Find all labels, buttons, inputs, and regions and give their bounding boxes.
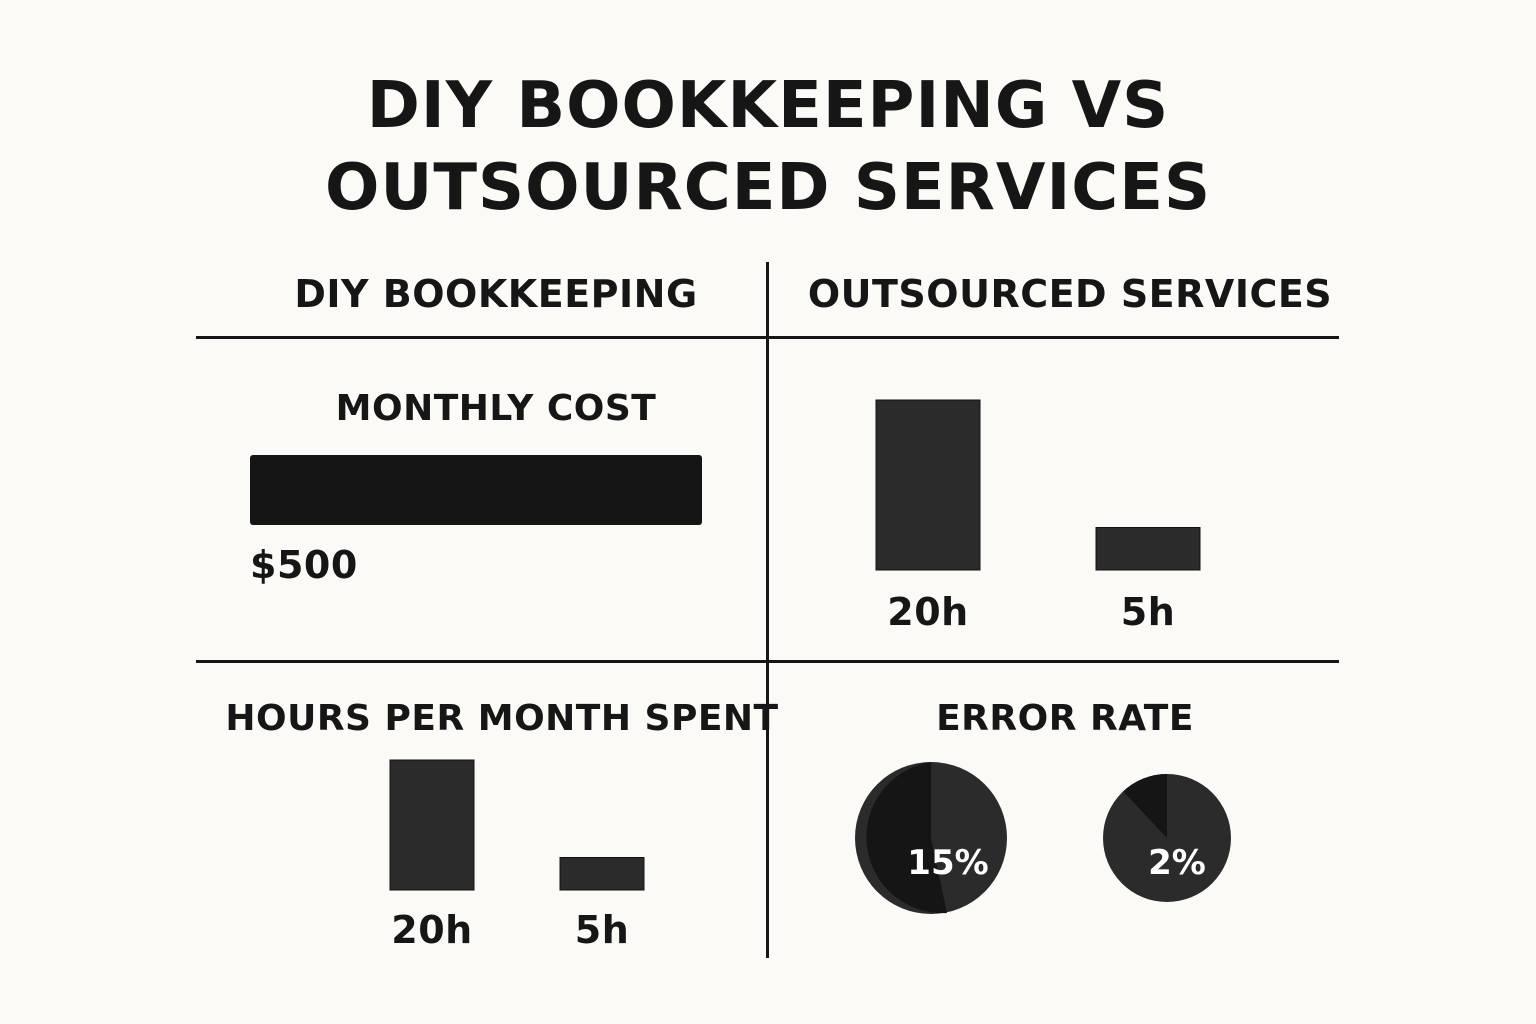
- pie-1-slice: [866, 762, 947, 914]
- hours-per-month-heading: HOURS PER MONTH SPENT: [225, 698, 779, 739]
- monthly-cost-value: $500: [250, 543, 358, 587]
- error-rate-chart: 15% 2%: [855, 762, 1231, 914]
- monthly-cost-bar: [250, 455, 702, 525]
- diy-bar-label-5h: 5h: [574, 908, 630, 952]
- row-divider: [196, 660, 1339, 663]
- bar-5h: [1095, 527, 1201, 571]
- monthly-cost-chart: [250, 455, 702, 525]
- header-divider: [196, 336, 1339, 339]
- pie-2-slice: [1123, 774, 1167, 838]
- bar-20h: [389, 759, 475, 891]
- page-title-line-2: OUTSOURCED SERVICES: [324, 151, 1212, 225]
- page-title-line-1: DIY BOOKKEEPING VS: [366, 69, 1170, 143]
- pie-1-label: 15%: [907, 843, 988, 883]
- vertical-divider: [766, 262, 769, 958]
- column-header-diy: DIY BOOKKEEPING: [294, 272, 698, 316]
- bar-20h: [875, 399, 981, 571]
- outsourced-bar-label-20h: 20h: [887, 590, 969, 634]
- hours-per-month-chart: [389, 759, 645, 891]
- column-header-outsourced: OUTSOURCED SERVICES: [807, 272, 1333, 316]
- diy-bar-label-20h: 20h: [391, 908, 473, 952]
- pie-2-label: 2%: [1148, 843, 1206, 883]
- outsourced-hours-chart: [875, 399, 1201, 571]
- bar-5h: [559, 857, 645, 891]
- error-rate-heading: ERROR RATE: [936, 698, 1194, 739]
- monthly-cost-heading: MONTHLY COST: [335, 388, 657, 429]
- outsourced-bar-label-5h: 5h: [1120, 590, 1176, 634]
